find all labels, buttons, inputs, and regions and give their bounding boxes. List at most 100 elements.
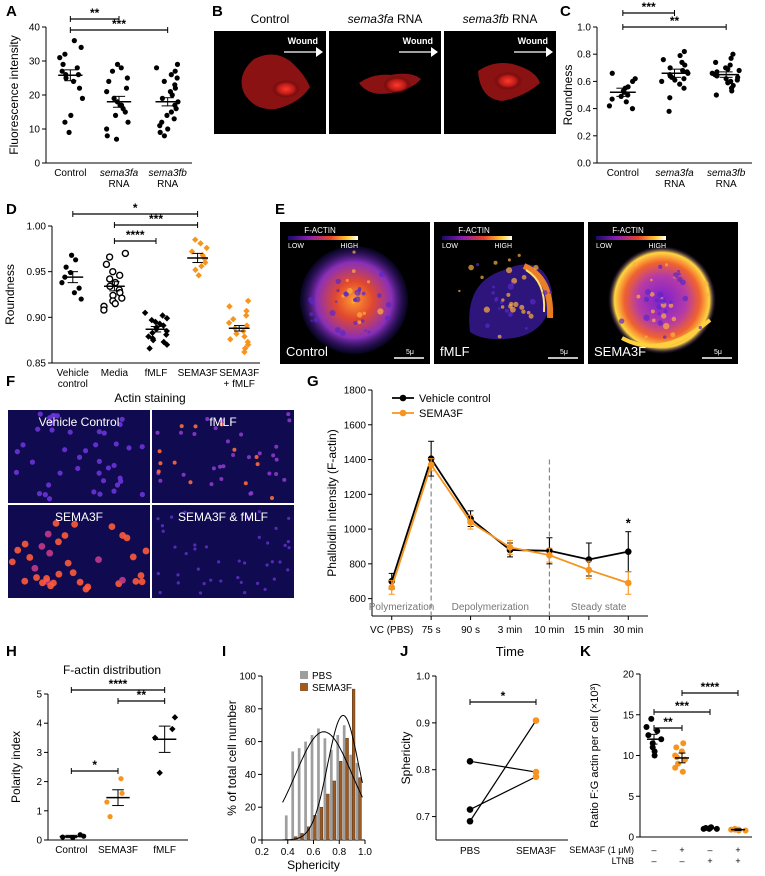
chart-c-data-point <box>677 52 683 59</box>
chart-k-data-point <box>672 764 679 771</box>
chart-i-bar <box>349 754 352 840</box>
chart-a-x-tick-label: sema3fb <box>148 168 187 179</box>
image-e-speckle <box>377 308 384 315</box>
image-e-speckle <box>492 285 496 289</box>
chart-k-data-point <box>679 768 686 775</box>
chart-a-y-tick-label: 10 <box>29 125 41 136</box>
image-f-cell <box>173 545 177 549</box>
chart-g-y-label: Phalloidin intensity (F-actin) <box>325 429 339 576</box>
image-f-cell <box>119 416 125 422</box>
image-f-cell <box>105 465 112 471</box>
image-e-speckle <box>506 292 511 297</box>
image-e-speckle <box>525 326 528 330</box>
chart-a-data-point <box>71 38 77 44</box>
images-f: Actin staining Vehicle Control fMLF SEMA3F S… <box>8 391 294 598</box>
image-e-speckle <box>357 286 362 291</box>
chart-i-x-tick-label: 0.6 <box>307 847 321 858</box>
chart-c-y-tick-label: 0.8 <box>577 50 591 61</box>
image-e-speckle <box>379 271 385 278</box>
chart-a-y-tick-label: 40 <box>29 23 41 34</box>
chart-d-data-point <box>243 312 250 319</box>
chart-d-data-point <box>163 315 171 322</box>
chart-i-bar <box>284 815 288 840</box>
image-f-cell <box>204 545 209 549</box>
chart-k-condition-label: SEMA3F (1 μM) <box>569 845 634 855</box>
image-f-cell <box>31 564 39 572</box>
panel-letter-f: F <box>6 373 15 390</box>
image-f-cell <box>243 561 247 565</box>
image-e-speckle <box>670 332 676 338</box>
image-e-speckle <box>313 317 319 323</box>
chart-i-legend-swatch <box>300 671 308 679</box>
image-e-speckle <box>644 335 648 339</box>
chart-h-data-point <box>156 769 163 777</box>
image-f-cell <box>43 575 50 582</box>
chart-h-data-point <box>118 776 124 782</box>
image-e-speckle <box>706 292 710 297</box>
image-e-speckle <box>339 330 346 337</box>
image-f-cell <box>236 575 240 580</box>
chart-k-condition-value: – <box>679 856 684 866</box>
image-e-colorbar-high: HIGH <box>495 243 513 250</box>
chart-d-y-tick-label: 0.95 <box>27 267 47 278</box>
image-f-cell <box>158 591 162 595</box>
panel-letter-b: B <box>212 3 223 20</box>
image-e-colorbar <box>288 236 358 240</box>
chart-a-data-point <box>66 129 72 135</box>
image-b-arrow-label: Wound <box>403 36 433 46</box>
image-e-speckle <box>542 290 548 296</box>
chart-k-y-tick-label: 10 <box>623 751 635 762</box>
image-e-colorbar-low: LOW <box>442 243 458 250</box>
image-f-cell <box>44 530 52 538</box>
image-e-speckle <box>367 330 371 334</box>
chart-i: 0 20 40 60 80 100 % of total cell number 0.2 0.4… <box>225 671 372 872</box>
chart-i-bar <box>323 738 327 840</box>
chart-a-data-point <box>161 133 168 139</box>
image-f-cell <box>132 578 140 585</box>
chart-d-data-point <box>241 348 248 356</box>
image-f-cell <box>183 510 187 514</box>
image-f-cell <box>67 429 73 435</box>
image-e-colorbar-low: LOW <box>596 243 612 250</box>
chart-c-data-point <box>727 62 733 68</box>
chart-a-x-tick-label: RNA <box>108 179 129 190</box>
chart-d-data-point <box>203 244 210 252</box>
chart-k-y-label: Ratio F:G actin per cell (×10³) <box>589 683 601 828</box>
chart-a-data-point <box>106 78 112 84</box>
chart-h: F-actin distribution 0 1 2 3 4 5 Polarity index… <box>9 663 188 856</box>
panel-letter-e: E <box>275 201 285 218</box>
image-e-speckle <box>618 318 625 324</box>
image-e-speckle <box>650 309 655 314</box>
image-f-cell <box>267 471 272 476</box>
image-e-speckle <box>698 325 702 330</box>
chart-d-sig-label: **** <box>126 228 145 242</box>
chart-c-data-point <box>725 80 731 86</box>
chart-k-data-point <box>654 728 661 735</box>
image-f-cell <box>55 570 63 578</box>
image-f-cell <box>119 576 126 584</box>
chart-h-sig-label: ** <box>137 688 147 702</box>
chart-a-y-tick-label: 0 <box>34 159 40 170</box>
image-e-speckle <box>384 315 391 321</box>
chart-j-y-tick-label: 0.7 <box>416 812 430 823</box>
image-f-cell <box>26 554 34 561</box>
image-e-speckle <box>335 278 342 285</box>
chart-a-sig-label: *** <box>112 17 126 31</box>
image-f-cell <box>50 413 56 419</box>
image-f-cell <box>274 457 279 462</box>
image-f-cell <box>232 447 237 452</box>
chart-g-y-tick-label: 800 <box>349 559 366 570</box>
chart-i-bar <box>355 762 359 840</box>
image-b-arrow-label: Wound <box>288 36 318 46</box>
image-f-cell <box>160 524 165 528</box>
chart-j-x-tick-label: SEMA3F <box>516 846 556 857</box>
chart-a-data-point <box>70 78 77 84</box>
image-f-cell <box>95 556 102 564</box>
image-f-cell <box>257 451 262 456</box>
chart-i-bar <box>339 761 343 841</box>
image-f-cell <box>274 472 279 477</box>
image-f-cell <box>209 482 214 487</box>
chart-d-data-point <box>71 290 78 296</box>
image-f-cell <box>57 470 63 476</box>
